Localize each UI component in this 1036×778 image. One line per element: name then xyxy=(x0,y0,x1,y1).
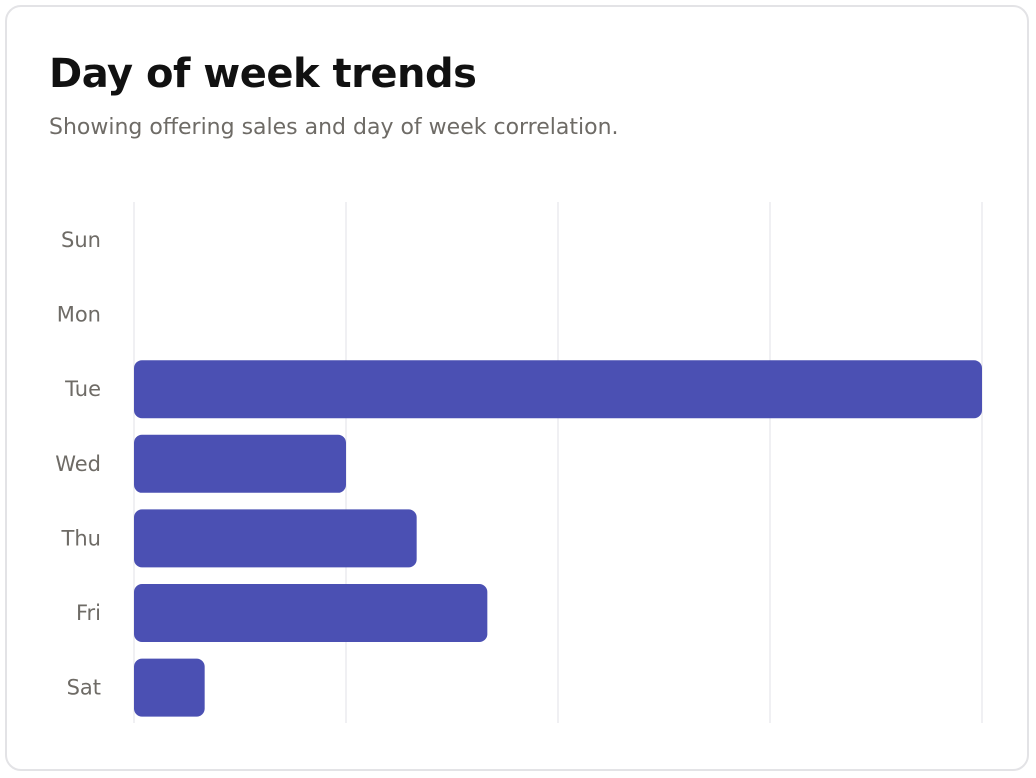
y-tick-label-fri: Fri xyxy=(76,601,101,625)
y-tick-label-sat: Sat xyxy=(67,676,101,700)
bar-wed[interactable] xyxy=(134,434,346,493)
bar-sat[interactable] xyxy=(134,658,205,717)
y-tick-label-thu: Thu xyxy=(61,526,101,550)
bar-thu[interactable] xyxy=(134,509,417,568)
chart-title: Day of week trends xyxy=(49,51,477,97)
bar-tue[interactable] xyxy=(134,360,982,419)
bar-fri[interactable] xyxy=(134,584,488,642)
chart-subtitle: Showing offering sales and day of week c… xyxy=(49,115,619,140)
bars xyxy=(134,360,982,717)
y-tick-label-mon: Mon xyxy=(57,303,101,327)
y-tick-label-wed: Wed xyxy=(55,452,101,476)
y-tick-label-sun: Sun xyxy=(61,228,101,252)
y-tick-label-tue: Tue xyxy=(64,377,101,401)
y-axis-labels: Sun Mon Tue Wed Thu Fri Sat xyxy=(55,228,101,700)
